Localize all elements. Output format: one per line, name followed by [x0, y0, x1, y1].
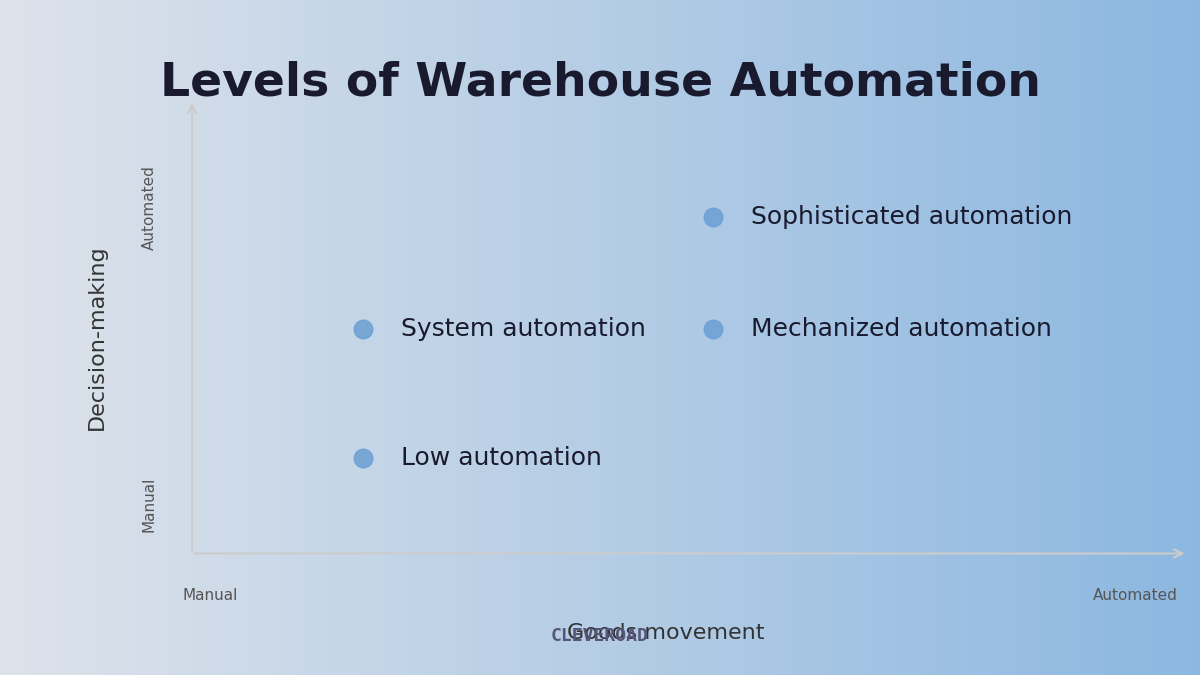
Text: Decision-making: Decision-making — [88, 245, 107, 431]
Point — [353, 323, 372, 334]
Text: Manual: Manual — [182, 588, 238, 603]
Point — [704, 211, 724, 222]
Text: Goods movement: Goods movement — [568, 622, 764, 643]
Text: Levels of Warehouse Automation: Levels of Warehouse Automation — [160, 61, 1040, 106]
Point — [704, 323, 724, 334]
Text: Automated: Automated — [142, 165, 157, 250]
Text: System automation: System automation — [401, 317, 646, 341]
Text: Manual: Manual — [142, 477, 157, 532]
Text: Mechanized automation: Mechanized automation — [751, 317, 1052, 341]
Point — [353, 453, 372, 464]
Text: Automated: Automated — [1093, 588, 1178, 603]
Text: CLEVEROAD: CLEVEROAD — [551, 626, 649, 645]
Text: Sophisticated automation: Sophisticated automation — [751, 205, 1073, 229]
Text: Low automation: Low automation — [401, 446, 601, 470]
